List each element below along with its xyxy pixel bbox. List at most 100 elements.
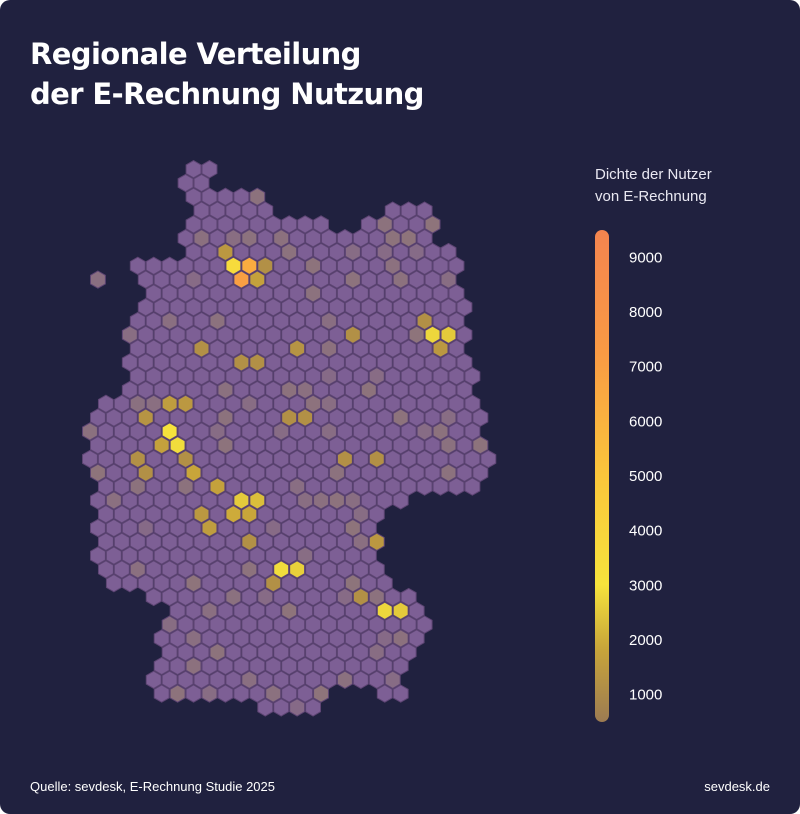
hex-cell (201, 242, 218, 262)
hex-cell (225, 587, 242, 607)
hex-cell (121, 380, 138, 400)
brand-link[interactable]: sevdesk.de (704, 779, 770, 794)
hex-cell (352, 587, 369, 607)
hex-cell (97, 449, 114, 469)
hex-cell (400, 229, 417, 248)
hex-cell (432, 394, 449, 413)
hex-cell (321, 560, 337, 579)
hex-cell (408, 463, 425, 482)
hex-cell (241, 339, 258, 358)
hex-cell (376, 491, 393, 510)
hex-cell (185, 436, 202, 455)
hex-cell (336, 670, 353, 689)
hex-cell (336, 615, 353, 634)
hex-cell (265, 436, 282, 455)
hex-cell (153, 546, 170, 565)
hex-cell (145, 311, 162, 331)
hex-cell (336, 367, 353, 386)
hex-cell (177, 477, 194, 496)
hex-cell (281, 629, 298, 648)
hex-cell (448, 284, 465, 303)
hex-cell (424, 215, 441, 234)
hex-cell (329, 298, 345, 317)
hex-cell (249, 601, 266, 620)
hex-cell (305, 394, 321, 413)
hex-cell (329, 629, 345, 648)
hex-cell (392, 242, 409, 262)
hex-cell (225, 560, 242, 579)
hex-cell (408, 380, 425, 400)
hex-cell (265, 684, 282, 703)
hex-cell (233, 298, 250, 317)
hex-cell (257, 587, 274, 607)
hex-cell (408, 298, 425, 317)
hex-cell (281, 518, 298, 538)
hex-cell (201, 684, 218, 703)
hex-cell (193, 477, 210, 496)
hex-cell (297, 629, 314, 648)
hex-cell (297, 491, 314, 510)
hex-cell (249, 187, 266, 206)
hex-cell (273, 284, 290, 303)
hex-cell (392, 463, 409, 482)
hex-cell (416, 284, 433, 303)
hex-cell (185, 601, 202, 620)
hex-cell (217, 463, 234, 482)
hex-cell (169, 408, 186, 427)
hex-cell (209, 477, 226, 496)
hex-cell (344, 270, 361, 289)
hex-cell (129, 422, 146, 441)
hex-cell (105, 436, 122, 455)
hex-cell (265, 298, 282, 317)
hex-cell (177, 229, 194, 248)
hex-cell (249, 298, 266, 317)
hex-cell (257, 449, 274, 469)
hex-cell (89, 436, 106, 455)
hex-cell (424, 380, 441, 400)
hex-cell (161, 532, 178, 551)
hex-cell (273, 394, 290, 413)
hex-cell (329, 353, 345, 372)
hex-cell (249, 408, 266, 427)
hex-cell (313, 601, 329, 620)
hex-cell (321, 615, 337, 634)
hex-cell (313, 325, 329, 344)
hex-cell (305, 449, 321, 469)
hex-cell (153, 325, 170, 344)
hex-cell (217, 574, 234, 593)
hex-cell (344, 463, 361, 482)
hex-cell (416, 422, 433, 441)
hex-cell (336, 311, 353, 331)
hex-cell (249, 629, 266, 648)
hex-cell (249, 325, 266, 344)
hex-cell (313, 656, 329, 676)
hex-cell (137, 574, 154, 593)
hex-cell (153, 380, 170, 400)
hex-cell (448, 256, 465, 275)
hex-cell (273, 670, 290, 689)
hex-cell (368, 449, 385, 469)
hex-cell (177, 532, 194, 551)
hex-cell (209, 670, 226, 689)
hex-cell (193, 229, 210, 248)
hex-cell (344, 325, 361, 344)
hex-cell (352, 477, 369, 496)
hex-cell (241, 670, 258, 689)
hex-cell (352, 394, 369, 413)
hex-cell (169, 491, 186, 510)
hex-cell (89, 270, 106, 289)
hex-cell (368, 587, 385, 607)
hex-cell (352, 449, 369, 469)
hex-cell (209, 422, 226, 441)
hex-cell (368, 532, 385, 551)
hex-cell (360, 242, 377, 262)
hex-cell (161, 449, 178, 469)
hex-cell (400, 311, 417, 331)
hex-cell (392, 325, 409, 344)
hex-cell (82, 449, 98, 469)
hex-cell (305, 670, 321, 689)
hex-cell (289, 643, 306, 662)
hex-cell (297, 436, 314, 455)
hex-cell (424, 353, 441, 372)
hex-cell (257, 367, 274, 386)
